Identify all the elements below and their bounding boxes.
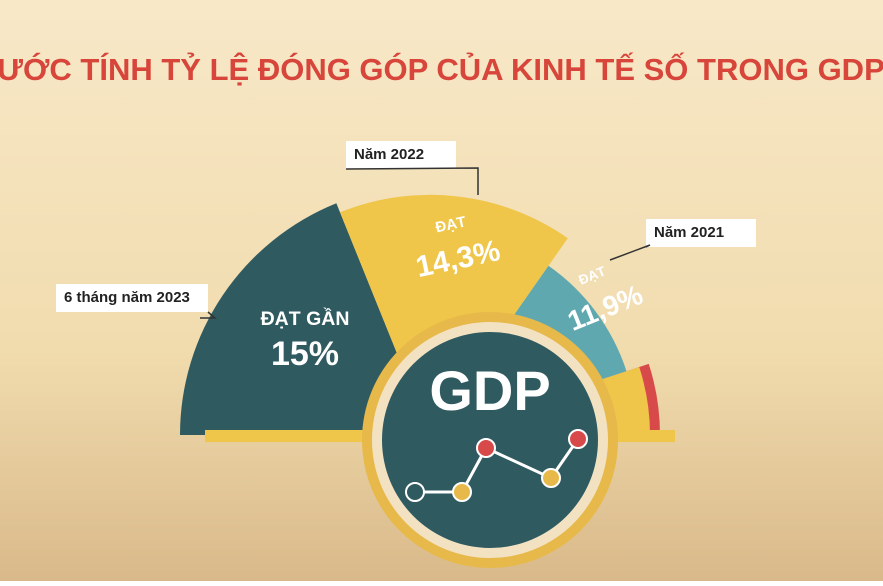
annotation: ĐẠT GẦN xyxy=(261,307,350,330)
callout-line xyxy=(609,244,651,261)
decor-dot xyxy=(568,429,588,449)
category-box xyxy=(56,284,208,312)
segment xyxy=(180,203,430,435)
category-box xyxy=(346,141,456,169)
category-label: Năm 2022 xyxy=(354,146,424,163)
category-label: 6 tháng năm 2023 xyxy=(64,289,190,306)
decor-dot xyxy=(476,438,496,458)
category-box xyxy=(646,219,756,247)
segment xyxy=(340,194,568,435)
decor-dot xyxy=(405,482,425,502)
decor-dot xyxy=(452,482,472,502)
decor-dot xyxy=(541,468,561,488)
chart-title: ƯỚC TÍNH TỶ LỆ ĐÓNG GÓP CỦA KINH TẾ SỐ T… xyxy=(0,51,883,87)
callout-line xyxy=(345,167,479,195)
callout-line xyxy=(200,311,218,319)
center-label: GDP xyxy=(429,359,550,422)
category-label: Năm 2021 xyxy=(654,224,724,241)
value-group: ĐẠT GẦN 15% xyxy=(261,307,350,373)
value-label: 15% xyxy=(271,335,339,373)
annotation: ĐẠT xyxy=(434,213,468,236)
